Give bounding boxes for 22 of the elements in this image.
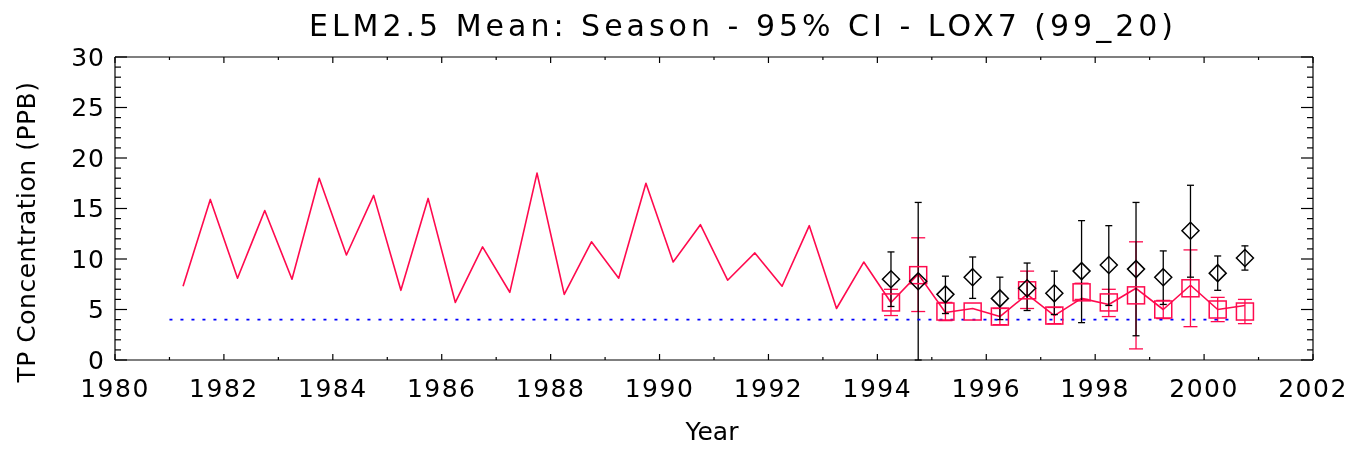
x-tick-label: 1982 xyxy=(189,373,259,403)
chart-title: ELM2.5 Mean: Season - 95% CI - LOX7 (99_20) xyxy=(307,8,1179,43)
x-tick-label: 2002 xyxy=(1278,373,1348,403)
y-tick-label: 20 xyxy=(71,143,105,173)
x-tick-label: 1992 xyxy=(733,373,804,403)
x-axis-title: Year xyxy=(684,417,740,447)
x-tick-label: 1984 xyxy=(298,373,368,403)
y-tick-label: 15 xyxy=(71,194,105,223)
x-tick-label: 1998 xyxy=(1060,373,1130,403)
y-tick-label: 10 xyxy=(71,244,105,274)
x-tick-label: 1986 xyxy=(406,373,477,403)
y-tick-label: 5 xyxy=(88,295,105,324)
x-tick-label: 1996 xyxy=(951,373,1022,403)
y-tick-label: 0 xyxy=(88,345,105,375)
x-tick-label: 1980 xyxy=(80,373,150,403)
y-axis-title: TP Concentration (PPB) xyxy=(12,80,42,385)
x-tick-label: 1990 xyxy=(624,373,695,403)
y-tick-label: 30 xyxy=(71,42,105,72)
y-tick-label: 25 xyxy=(71,93,105,122)
x-tick-label: 2000 xyxy=(1169,373,1239,403)
x-tick-label: 1994 xyxy=(842,373,913,403)
x-tick-label: 1988 xyxy=(515,373,586,403)
